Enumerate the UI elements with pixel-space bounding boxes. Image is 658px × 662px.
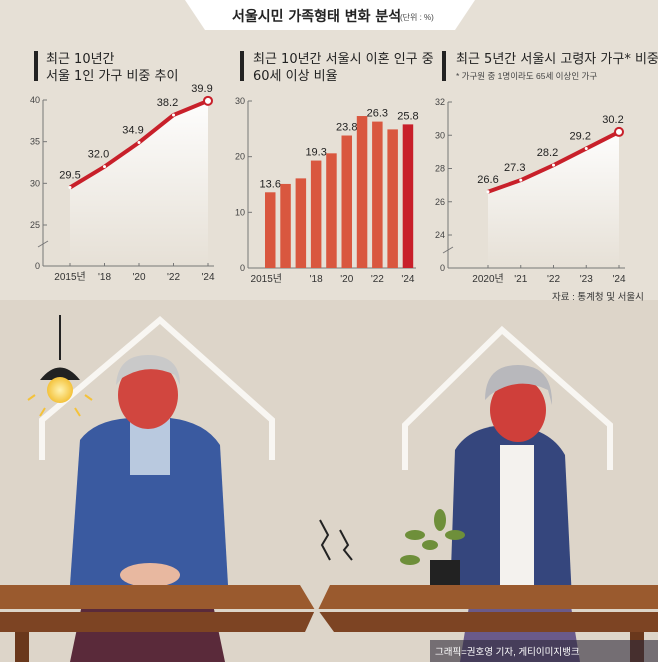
data-label: 26.6	[477, 174, 498, 186]
data-point	[137, 141, 141, 144]
bar	[372, 121, 383, 268]
data-label: 29.5	[59, 170, 80, 182]
page-title: 서울시민 가족형태 변화 분석	[232, 8, 401, 25]
data-label: 39.9	[191, 83, 212, 95]
data-point	[203, 95, 213, 106]
x-tick-label: '22	[167, 272, 180, 283]
data-label: 19.3	[305, 147, 326, 159]
y-tick-label: 24	[435, 230, 445, 240]
bar	[387, 129, 398, 268]
x-tick-label: '22	[371, 274, 384, 285]
source-note: 자료 : 통계청 및 서울시	[552, 291, 644, 303]
elderly-man-figure	[70, 355, 228, 662]
illustration: 그래픽=권호영 기자, 게티이미지뱅크	[0, 315, 658, 662]
x-tick-label: '24	[612, 274, 625, 285]
x-tick-label: '20	[132, 272, 145, 283]
bar	[310, 160, 322, 268]
crack-icon	[319, 519, 353, 561]
data-label: 26.3	[367, 108, 388, 120]
x-tick-label: '21	[514, 274, 527, 285]
charts: 0 25 30 35 40 29.5 2015년 32.0 '18 34.9 '20 38.2 '22 3…	[30, 83, 626, 285]
house-outline-right	[402, 325, 613, 470]
y-tick-label: 30	[435, 130, 445, 140]
house-outline-left	[39, 316, 275, 460]
y-tick-label: 10	[235, 207, 245, 217]
bar	[356, 116, 368, 268]
chart3-footnote: * 가구원 중 1명이라도 65세 이상인 가구	[456, 71, 597, 81]
bar	[326, 153, 337, 268]
chart2-title-line1: 최근 10년간 서울시 이혼 인구 중	[253, 52, 434, 67]
x-tick-label: '22	[547, 274, 560, 285]
data-point	[552, 163, 555, 167]
y-tick-label: 0	[440, 263, 445, 273]
data-point	[68, 186, 72, 189]
title-banner	[185, 0, 475, 30]
plant-icon	[400, 509, 465, 588]
axis-break-icon	[37, 240, 49, 248]
y-tick-label: 30	[30, 178, 40, 188]
data-point	[486, 190, 490, 194]
y-tick-label: 30	[235, 96, 245, 106]
credit: 그래픽=권호영 기자, 게티이미지뱅크	[435, 646, 580, 658]
x-tick-label: 2015년	[251, 273, 282, 285]
bar	[341, 135, 352, 268]
x-tick-label: '20	[340, 274, 353, 285]
data-point	[172, 113, 175, 117]
data-label: 29.2	[570, 131, 591, 143]
unit-label: (단위 : %)	[400, 12, 434, 22]
data-label: 34.9	[122, 125, 143, 137]
x-tick-label: '18	[310, 274, 323, 285]
y-tick-label: 40	[30, 95, 40, 105]
bar	[265, 192, 276, 268]
lamp-icon	[27, 315, 93, 417]
y-tick-label: 25	[30, 220, 40, 230]
chart1-title-line1: 최근 10년간	[46, 52, 115, 67]
bar	[402, 124, 414, 268]
x-tick-label: 2015년	[54, 271, 85, 283]
data-point	[614, 126, 624, 137]
data-point	[584, 147, 588, 151]
data-label: 25.8	[397, 110, 418, 122]
x-tick-label: '24	[201, 272, 214, 283]
x-tick-label: '24	[401, 274, 414, 285]
data-label: 30.2	[602, 114, 623, 126]
bench	[0, 585, 658, 662]
chart3-title: 최근 5년간 서울시 고령자 가구* 비중	[456, 52, 658, 67]
data-label: 28.2	[537, 147, 558, 159]
x-tick-label: '23	[580, 274, 593, 285]
data-label: 23.8	[336, 122, 357, 134]
chart2-title-line2: 60세 이상 비율	[253, 69, 338, 84]
y-tick-label: 35	[30, 137, 40, 147]
y-tick-label: 32	[435, 97, 445, 107]
chart1-title-line2: 서울 1인 가구 비중 추이	[46, 69, 178, 84]
y-tick-label: 0	[240, 263, 245, 273]
data-label: 13.6	[260, 178, 281, 190]
credit-bg	[430, 640, 658, 662]
chart1-area	[70, 100, 208, 266]
chart2-title-bar	[240, 51, 244, 81]
y-tick-label: 20	[235, 152, 245, 162]
axis-break-icon	[442, 246, 454, 254]
x-tick-label: 2020년	[472, 273, 503, 285]
chart3-area	[488, 131, 619, 268]
data-point	[519, 178, 523, 182]
chart1-title-bar	[34, 51, 38, 81]
bar	[295, 178, 307, 268]
data-point	[103, 165, 106, 169]
y-tick-label: 28	[435, 164, 445, 174]
y-tick-label: 0	[35, 261, 40, 271]
data-label: 32.0	[88, 149, 109, 161]
x-tick-label: '18	[98, 272, 111, 283]
data-label: 38.2	[157, 97, 178, 109]
bar	[280, 183, 291, 268]
chart3-title-bar	[442, 51, 446, 81]
y-tick-label: 26	[435, 197, 445, 207]
data-label: 27.3	[504, 162, 525, 174]
